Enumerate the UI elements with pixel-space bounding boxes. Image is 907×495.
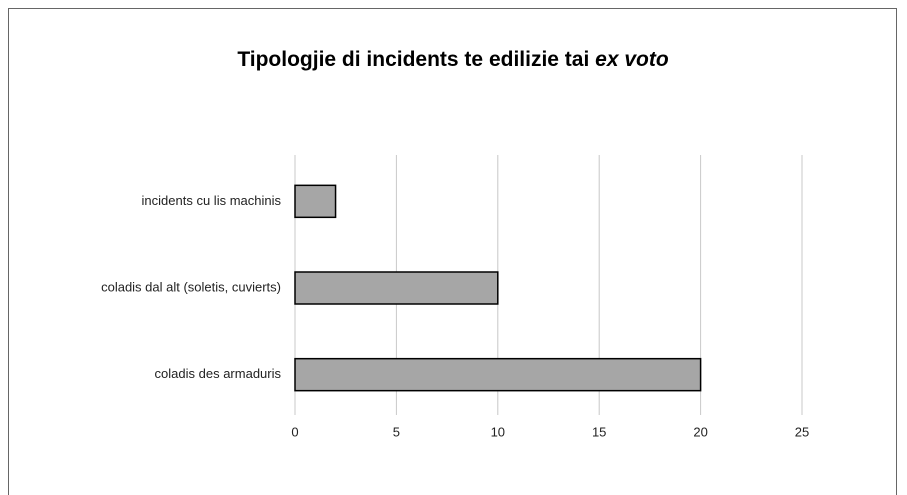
x-tick-label: 5 bbox=[393, 424, 400, 439]
bar bbox=[294, 184, 337, 219]
y-tick-label: coladis des armaduris bbox=[155, 366, 282, 381]
title-part: Tipologjie di incidents te edilizie tai bbox=[237, 48, 589, 71]
bar bbox=[294, 271, 499, 305]
bar bbox=[294, 357, 702, 392]
y-tick-label: coladis dal alt (soletis, cuvierts) bbox=[101, 279, 281, 294]
x-tick-label: 25 bbox=[795, 424, 809, 439]
x-tick-label: 20 bbox=[693, 424, 707, 439]
x-tick-label: 15 bbox=[592, 424, 606, 439]
x-tick-label: 10 bbox=[491, 424, 505, 439]
chart-title: Tipologjie di incidents te edilizie tai … bbox=[237, 48, 669, 71]
x-tick-label: 0 bbox=[291, 424, 298, 439]
title-part: ex voto bbox=[595, 48, 669, 71]
chart-frame bbox=[8, 8, 897, 495]
y-tick-label: incidents cu lis machinis bbox=[142, 193, 282, 208]
